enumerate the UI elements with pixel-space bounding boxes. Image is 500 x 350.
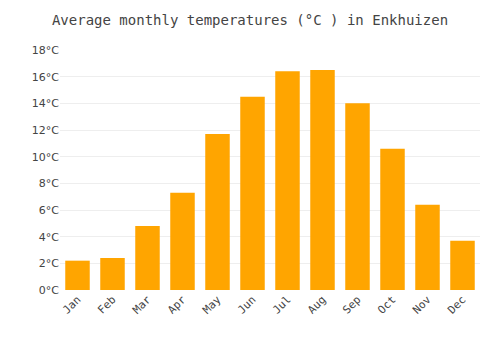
svg-text:18°C: 18°C xyxy=(32,44,59,57)
svg-text:Jun: Jun xyxy=(235,293,258,316)
svg-text:Dec: Dec xyxy=(445,293,468,316)
svg-text:4°C: 4°C xyxy=(39,231,59,244)
svg-text:8°C: 8°C xyxy=(39,177,59,190)
svg-text:Sep: Sep xyxy=(340,293,363,316)
svg-text:10°C: 10°C xyxy=(32,151,59,164)
svg-text:12°C: 12°C xyxy=(32,124,59,137)
svg-text:6°C: 6°C xyxy=(39,204,59,217)
svg-text:Oct: Oct xyxy=(375,293,398,316)
svg-text:0°C: 0°C xyxy=(39,284,59,297)
svg-text:Nov: Nov xyxy=(410,293,434,317)
svg-text:Aug: Aug xyxy=(305,293,328,316)
svg-text:Apr: Apr xyxy=(165,293,189,317)
svg-text:Average monthly temperatures (: Average monthly temperatures (°C ) in En… xyxy=(52,12,448,28)
svg-text:16°C: 16°C xyxy=(32,71,59,84)
svg-text:Jul: Jul xyxy=(270,293,293,316)
svg-text:Feb: Feb xyxy=(95,293,118,316)
svg-text:May: May xyxy=(200,293,224,317)
svg-text:2°C: 2°C xyxy=(39,257,59,270)
svg-text:14°C: 14°C xyxy=(32,97,59,110)
svg-text:Mar: Mar xyxy=(130,293,154,317)
svg-text:Jan: Jan xyxy=(60,293,83,316)
